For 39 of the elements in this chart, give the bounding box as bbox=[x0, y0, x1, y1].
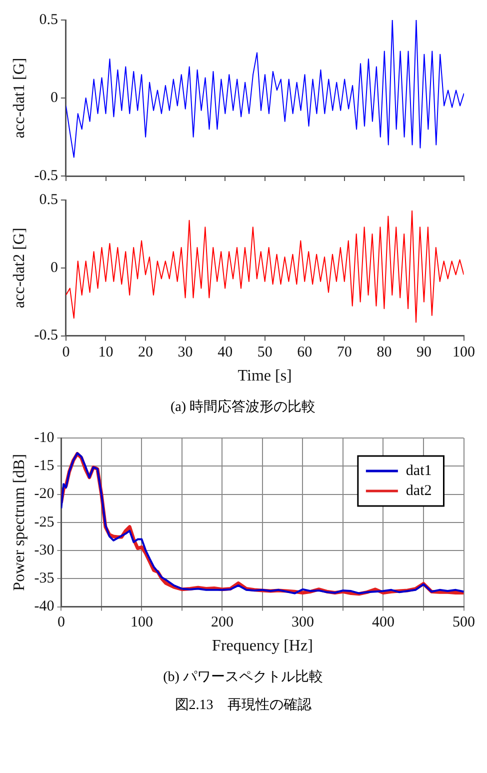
x-tick-label: 40 bbox=[218, 344, 233, 361]
y-tick-label: -30 bbox=[34, 542, 54, 558]
y-tick-label: -0.5 bbox=[34, 328, 58, 344]
y-tick-label: -10 bbox=[34, 430, 54, 446]
y-tick-label: -40 bbox=[34, 598, 54, 615]
x-tick-label: 500 bbox=[452, 614, 475, 631]
x-tick-label: 10 bbox=[98, 344, 114, 361]
text: (b) パワースペクトル比較 bbox=[162, 668, 324, 686]
text: (a) 時間応答波形の比較 bbox=[169, 398, 317, 416]
y-tick-label: 0 bbox=[50, 260, 58, 276]
y-tick-label: -35 bbox=[34, 570, 54, 587]
x-tick-label: 300 bbox=[291, 614, 314, 631]
x-tick-label: 60 bbox=[297, 344, 312, 361]
x-tick-label: 100 bbox=[130, 614, 153, 631]
caption: 図2.13 再現性の確認 bbox=[174, 696, 312, 714]
legend-label: dat2 bbox=[406, 482, 432, 499]
x-tick-label: 20 bbox=[138, 344, 154, 361]
y-axis-title: Power spectrum [dB] bbox=[10, 454, 28, 591]
y-tick-label: -25 bbox=[34, 514, 54, 530]
x-tick-label: 400 bbox=[372, 614, 394, 631]
y-axis-title: acc-dat2 [G] bbox=[10, 228, 28, 308]
x-tick-label: 90 bbox=[416, 344, 432, 361]
y-tick-label: 0.5 bbox=[39, 192, 58, 208]
y-tick-label: -15 bbox=[34, 458, 54, 474]
y-tick-label: -20 bbox=[34, 486, 54, 502]
x-axis-title: Time [s] bbox=[238, 368, 292, 385]
x-tick-label: 200 bbox=[210, 614, 234, 631]
y-tick-label: 0 bbox=[50, 90, 58, 106]
legend-label: dat1 bbox=[406, 462, 432, 479]
y-tick-label: 0.5 bbox=[39, 12, 58, 28]
x-tick-label: 80 bbox=[376, 344, 392, 361]
y-axis-title: acc-dat1 [G] bbox=[10, 58, 28, 138]
x-tick-label: 70 bbox=[336, 344, 352, 361]
x-tick-label: 50 bbox=[257, 344, 272, 361]
y-tick-label: -0.5 bbox=[34, 168, 58, 184]
x-tick-label: 100 bbox=[452, 344, 475, 361]
x-axis-title: Frequency [Hz] bbox=[212, 638, 313, 655]
x-tick-label: 0 bbox=[62, 344, 70, 361]
x-tick-label: 30 bbox=[178, 344, 193, 361]
